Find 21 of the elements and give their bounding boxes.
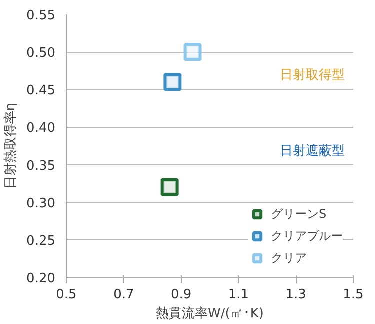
x-tick-label: 1.5 <box>343 288 364 302</box>
annotation: 日射取得型 <box>280 68 345 83</box>
y-tick-label: 0.50 <box>26 46 56 62</box>
y-tick-label: 0.30 <box>26 196 56 212</box>
y-tick-label: 0.55 <box>26 8 56 24</box>
x-tick-label: 1.3 <box>286 288 306 302</box>
x-axis-title: 熱貫流率W/(㎡･K) <box>156 306 264 322</box>
y-tick-label: 0.20 <box>26 272 56 286</box>
y-tick-label: 0.45 <box>26 84 56 99</box>
y-axis-title: 日射熱取得率η <box>2 102 19 190</box>
x-tick-label: 0.9 <box>170 288 192 302</box>
legend-label: グリーンS <box>271 206 327 222</box>
x-tick-label: 0.7 <box>114 288 134 302</box>
annotation: 日射遮蔽型 <box>280 144 345 160</box>
legend-label: クリアブルー <box>271 228 343 244</box>
y-tick-label: 0.35 <box>26 158 56 174</box>
x-tick-label: 1.1 <box>228 288 250 302</box>
legend-label: クリア <box>271 250 307 266</box>
x-tick-label: 0.5 <box>56 288 77 302</box>
y-tick-label: 0.25 <box>26 234 56 249</box>
y-tick-label: 0.40 <box>26 121 56 136</box>
